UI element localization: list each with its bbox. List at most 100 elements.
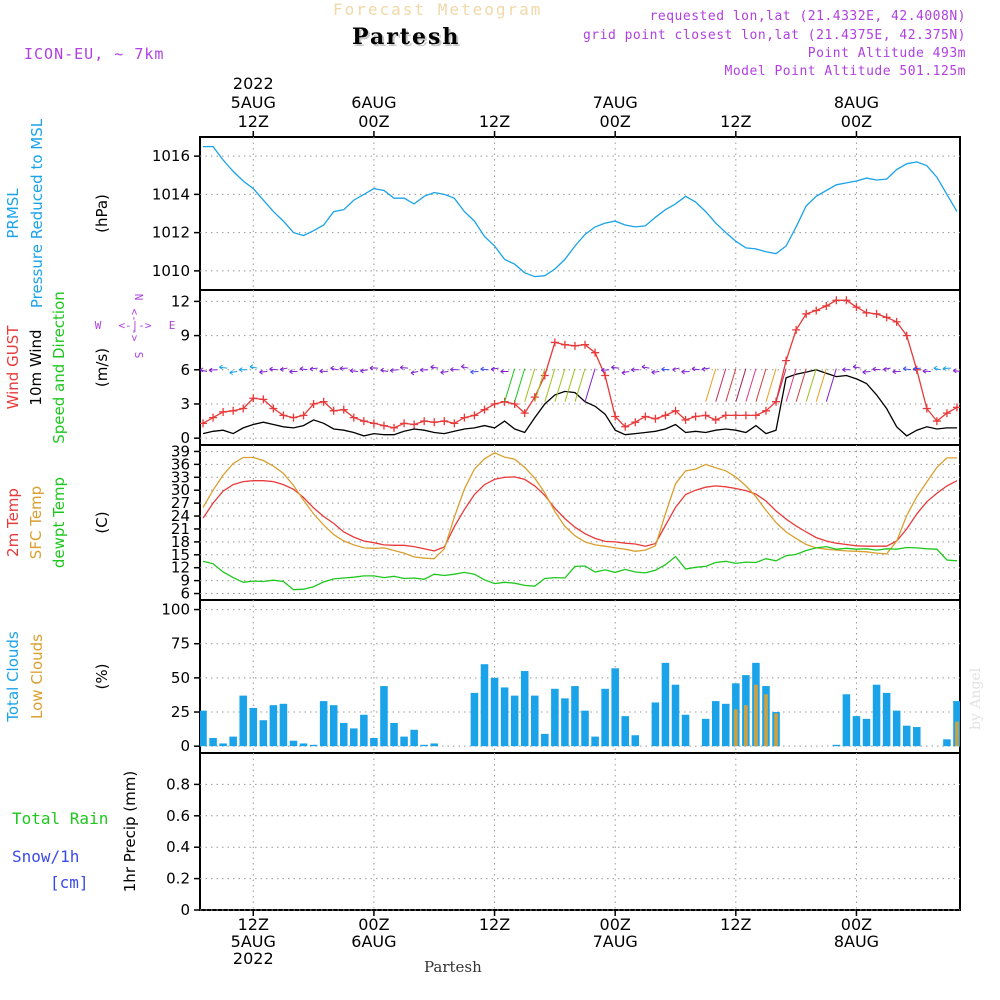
ytick-label: 30: [171, 481, 190, 499]
ylabel-line: 10m Wind: [27, 329, 45, 405]
bar-low-clouds: [733, 709, 738, 747]
gust-marker: [319, 397, 328, 406]
plot-area: [203, 145, 958, 278]
gust-marker: [359, 417, 368, 426]
wind-arrowhead: [330, 365, 334, 371]
gust-marker: [882, 313, 891, 322]
wind-arrowhead: [208, 367, 213, 373]
bar-total-clouds: [339, 722, 348, 747]
wind-arrowhead: [440, 370, 444, 375]
wind-arrowhead: [691, 366, 696, 372]
ytick-label: 1016: [152, 147, 190, 165]
bar-total-clouds: [200, 710, 207, 747]
wind-arrowhead: [259, 369, 263, 375]
bottom-time-label: 5AUG: [231, 932, 276, 951]
gust-marker: [480, 405, 489, 414]
wind-arrow: [651, 370, 660, 373]
gust-marker: [209, 413, 218, 422]
wind-arrowhead: [952, 368, 957, 374]
series-line-wind-gust: [202, 299, 958, 429]
gust-marker: [792, 325, 801, 334]
wind-arrow: [350, 370, 358, 372]
gust-marker: [731, 411, 740, 420]
chart-title: Forecast Meteogram: [333, 0, 543, 19]
wind-arrow: [299, 368, 308, 371]
bar-total-clouds: [601, 688, 609, 747]
bar-total-clouds: [329, 705, 338, 747]
bottom-time-label: 00Z: [600, 915, 631, 934]
bar-total-clouds: [561, 698, 569, 747]
gust-marker: [550, 338, 559, 347]
gust-marker: [420, 417, 429, 426]
gust-marker: [570, 341, 579, 350]
wind-arrow: [913, 367, 921, 370]
ytick-label: 9: [180, 572, 190, 590]
wind-arrow: [805, 368, 817, 402]
ytick-label: 39: [171, 442, 190, 460]
wind-arrowhead: [631, 367, 635, 373]
bar-total-clouds: [551, 688, 559, 747]
wind-arrow: [715, 368, 727, 402]
gridpoint-coords: grid point closest lon,lat (21.4375E, 42…: [582, 28, 966, 43]
bar-total-clouds: [571, 686, 579, 747]
wind-arrow: [564, 368, 576, 402]
bar-low-clouds: [754, 684, 758, 747]
ylabel-line: dewpt Temp: [50, 477, 68, 568]
bar-total-clouds: [269, 705, 278, 747]
wind-arrow: [574, 368, 586, 402]
wind-arrow: [765, 368, 777, 402]
wind-arrow: [309, 367, 318, 370]
wind-arrow: [534, 368, 546, 402]
wind-arrow: [611, 366, 620, 369]
wind-arrowhead: [862, 369, 866, 375]
panel-frame: [199, 136, 961, 291]
wind-arrowhead: [410, 370, 415, 376]
gust-marker: [701, 411, 710, 420]
bar-total-clouds: [490, 677, 499, 747]
bar-low-clouds: [743, 705, 748, 747]
panel-4: 0 0.2 0.4 0.6 0.8 Total Rain Snow/1h [cm] 1hr Pr…: [12, 752, 961, 919]
ytick-label: 0: [180, 429, 190, 447]
bar-total-clouds: [420, 744, 428, 747]
bar-total-clouds: [862, 718, 871, 747]
top-time-label: 12Z: [238, 112, 269, 131]
gust-marker: [460, 413, 469, 422]
location-title: Partesh: [352, 24, 461, 50]
wind-arrowhead: [249, 364, 254, 370]
wind-arrow: [795, 368, 807, 402]
bar-total-clouds: [279, 703, 288, 747]
gust-marker: [490, 399, 499, 408]
gust-marker: [239, 404, 248, 413]
bar-total-clouds: [581, 710, 589, 747]
bar-total-clouds: [400, 736, 408, 747]
ytick-label: 12: [171, 559, 190, 577]
ytick-label: 0.8: [166, 775, 190, 793]
gust-marker: [852, 303, 861, 312]
ytick-label: 27: [171, 494, 190, 512]
bar-total-clouds: [943, 739, 951, 747]
gust-marker: [922, 404, 931, 413]
gust-marker: [219, 407, 228, 416]
wind-arrow: [862, 370, 871, 373]
bar-low-clouds: [764, 694, 768, 747]
wind-arrow: [825, 368, 837, 402]
wind-arrowhead: [883, 367, 887, 372]
wind-arrow: [491, 367, 499, 370]
wind-arrowhead: [681, 369, 685, 375]
gust-marker: [691, 412, 700, 421]
wind-arrowhead: [238, 367, 243, 373]
gust-marker: [560, 340, 569, 349]
bar-total-clouds: [882, 692, 891, 747]
gust-marker: [200, 419, 208, 428]
gust-marker: [741, 411, 750, 420]
wind-arrow: [430, 366, 439, 369]
ylabel-line: SFC Temp: [27, 486, 45, 559]
wind-arrowhead: [600, 367, 605, 373]
ytick-label: 0: [180, 737, 190, 755]
gust-marker: [379, 421, 388, 430]
wind-arrow: [735, 368, 747, 402]
gust-marker: [892, 317, 901, 326]
wind-arrowhead: [269, 366, 273, 372]
wind-arrowhead: [933, 365, 938, 371]
wind-arrow: [470, 370, 479, 373]
